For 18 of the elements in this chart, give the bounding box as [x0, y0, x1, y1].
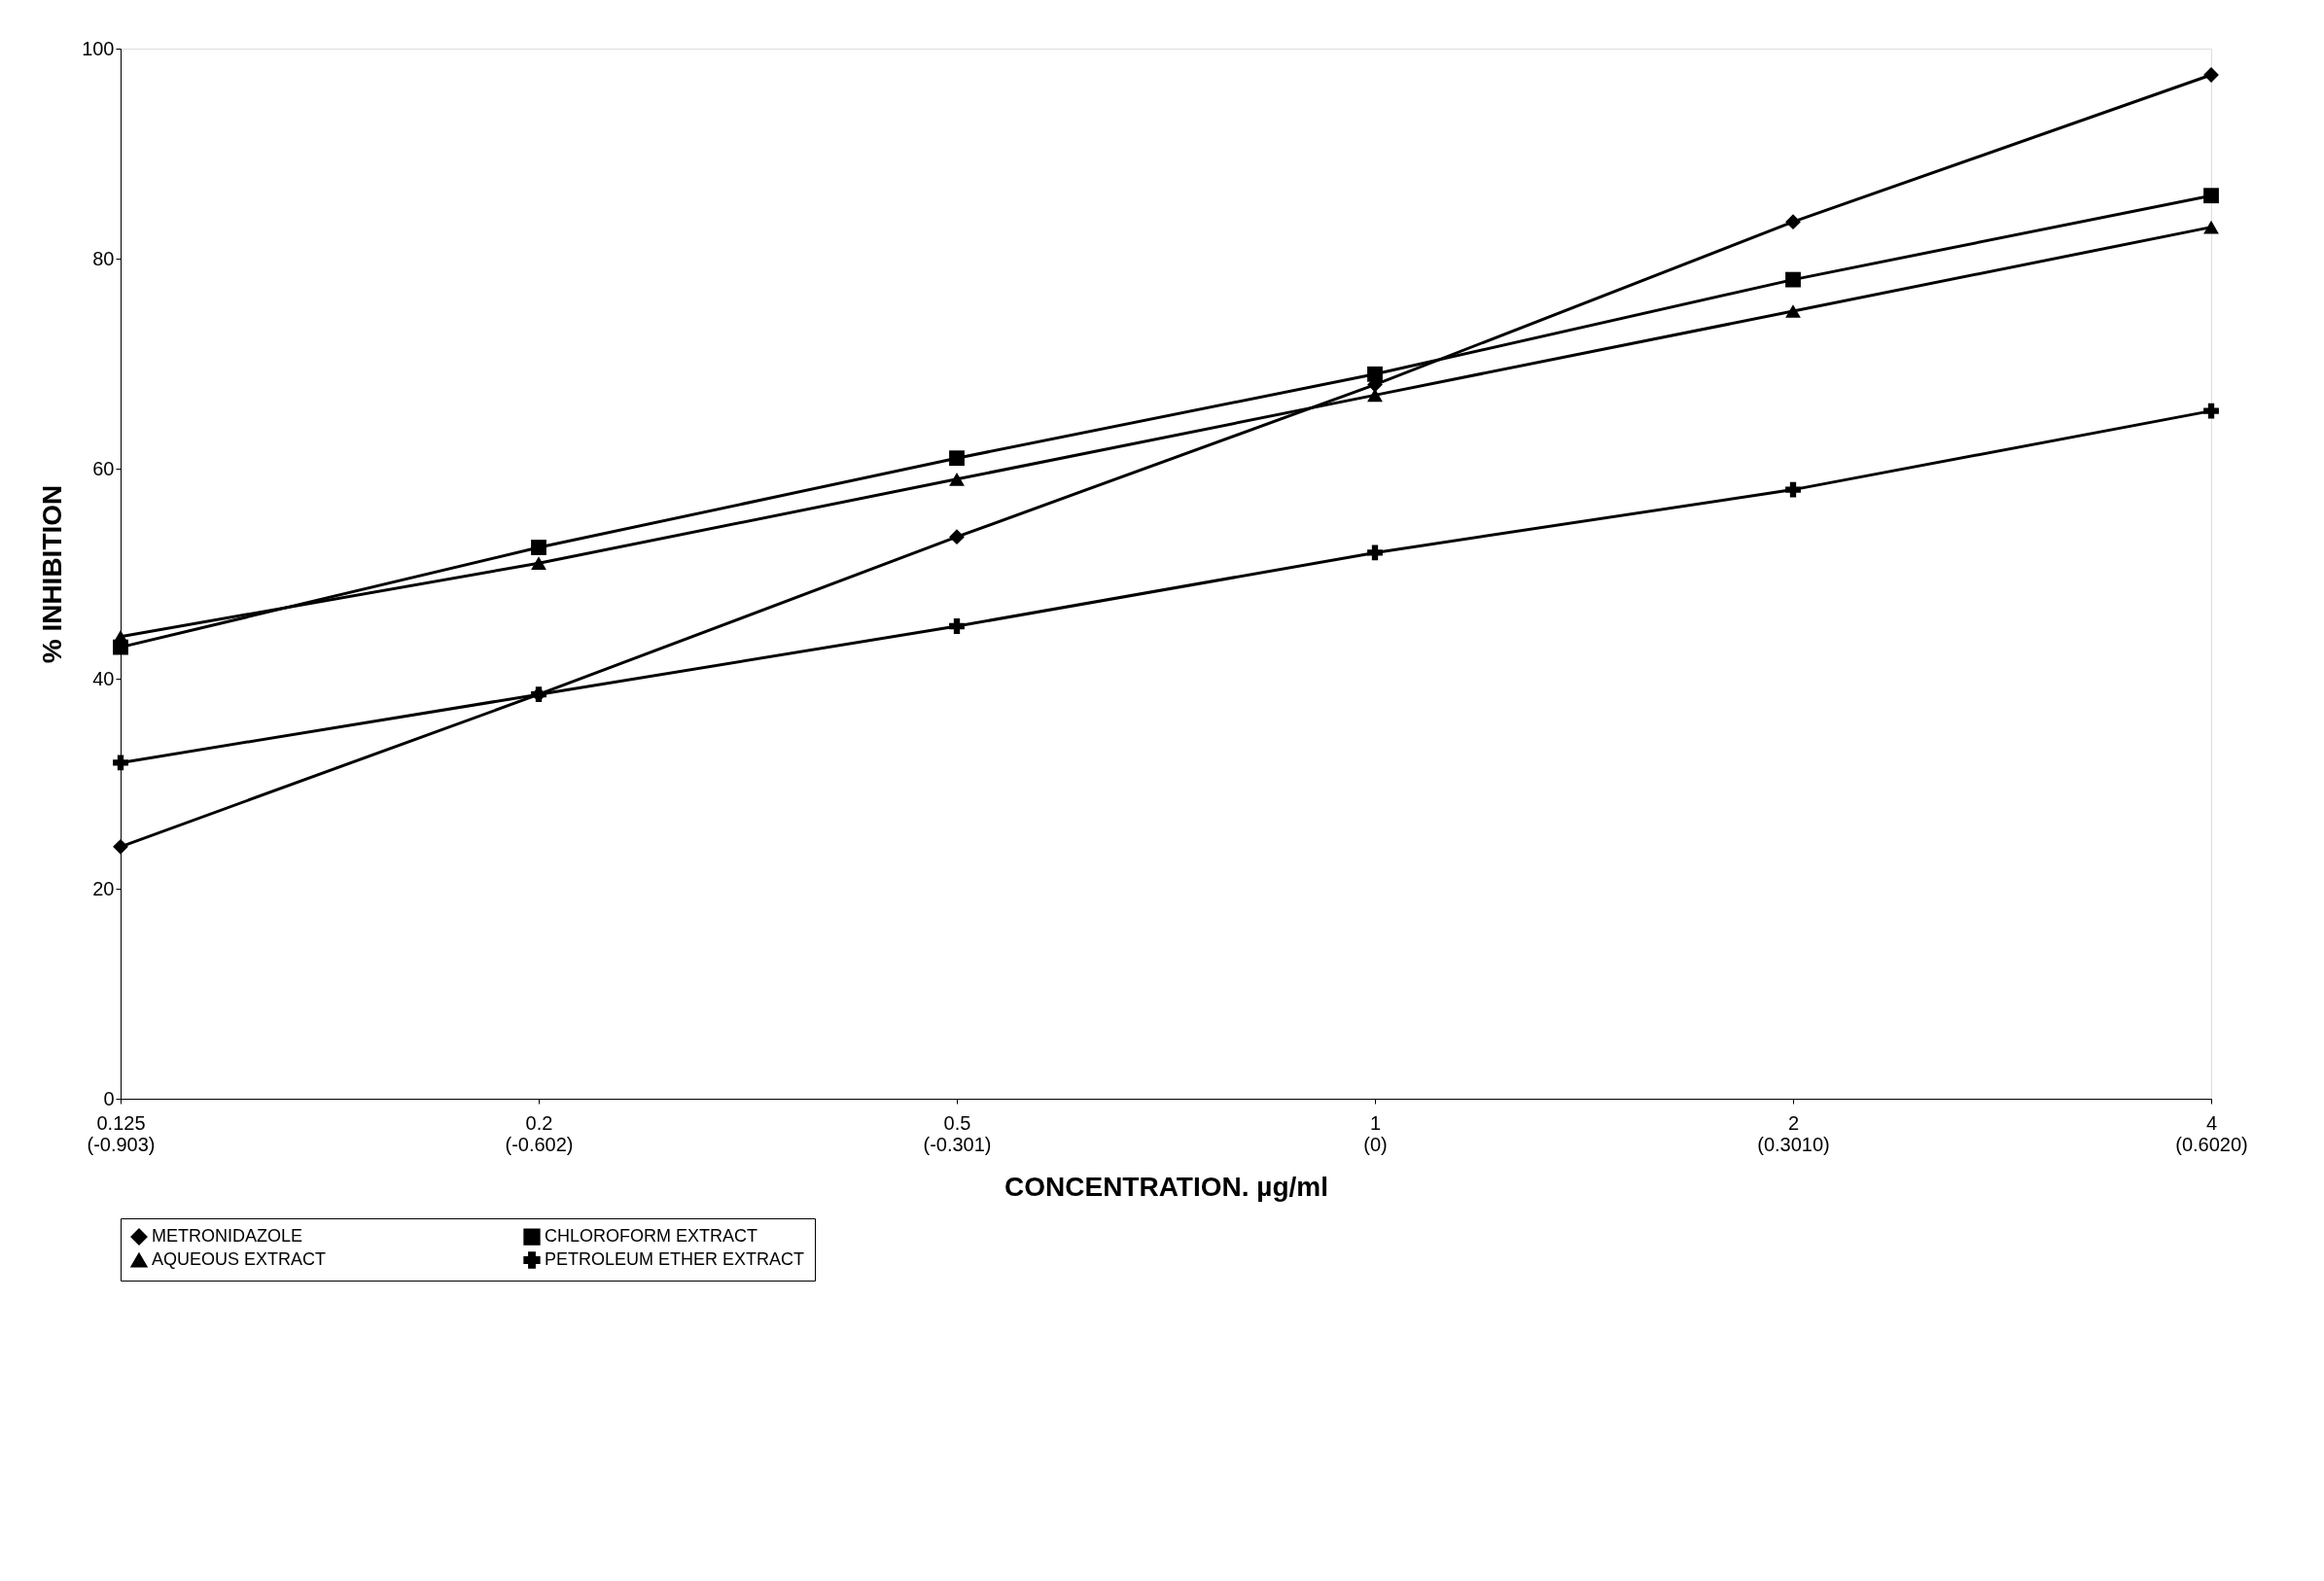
y-tick-label: 40 — [92, 667, 115, 689]
y-tick-label: 20 — [92, 877, 115, 899]
legend-label: AQUEOUS EXTRACT — [152, 1249, 327, 1269]
x-axis-title: CONCENTRATION. µg/ml — [1004, 1171, 1328, 1202]
y-tick-label: 80 — [92, 247, 115, 269]
x-tick-label: 2 (0.3010) — [1757, 1111, 1830, 1155]
y-tick-label: 60 — [92, 457, 115, 479]
x-tick-label: 4 (0.6020) — [2175, 1111, 2248, 1155]
x-tick-label: 0.125 (-0.903) — [87, 1111, 156, 1155]
x-tick-label: 1 (0) — [1363, 1111, 1388, 1155]
x-tick-label: 0.2 (-0.602) — [505, 1111, 574, 1155]
legend-label: CHLOROFORM EXTRACT — [545, 1226, 758, 1247]
x-tick-label: 0.5 (-0.301) — [923, 1111, 992, 1155]
legend-label: PETROLEUM ETHER EXTRACT — [545, 1249, 805, 1269]
y-axis-title: % INHIBITION — [37, 484, 68, 664]
y-tick-label: 100 — [82, 37, 115, 59]
y-tick-label: 0 — [103, 1087, 115, 1109]
legend-label: METRONIDAZOLE — [152, 1226, 303, 1247]
